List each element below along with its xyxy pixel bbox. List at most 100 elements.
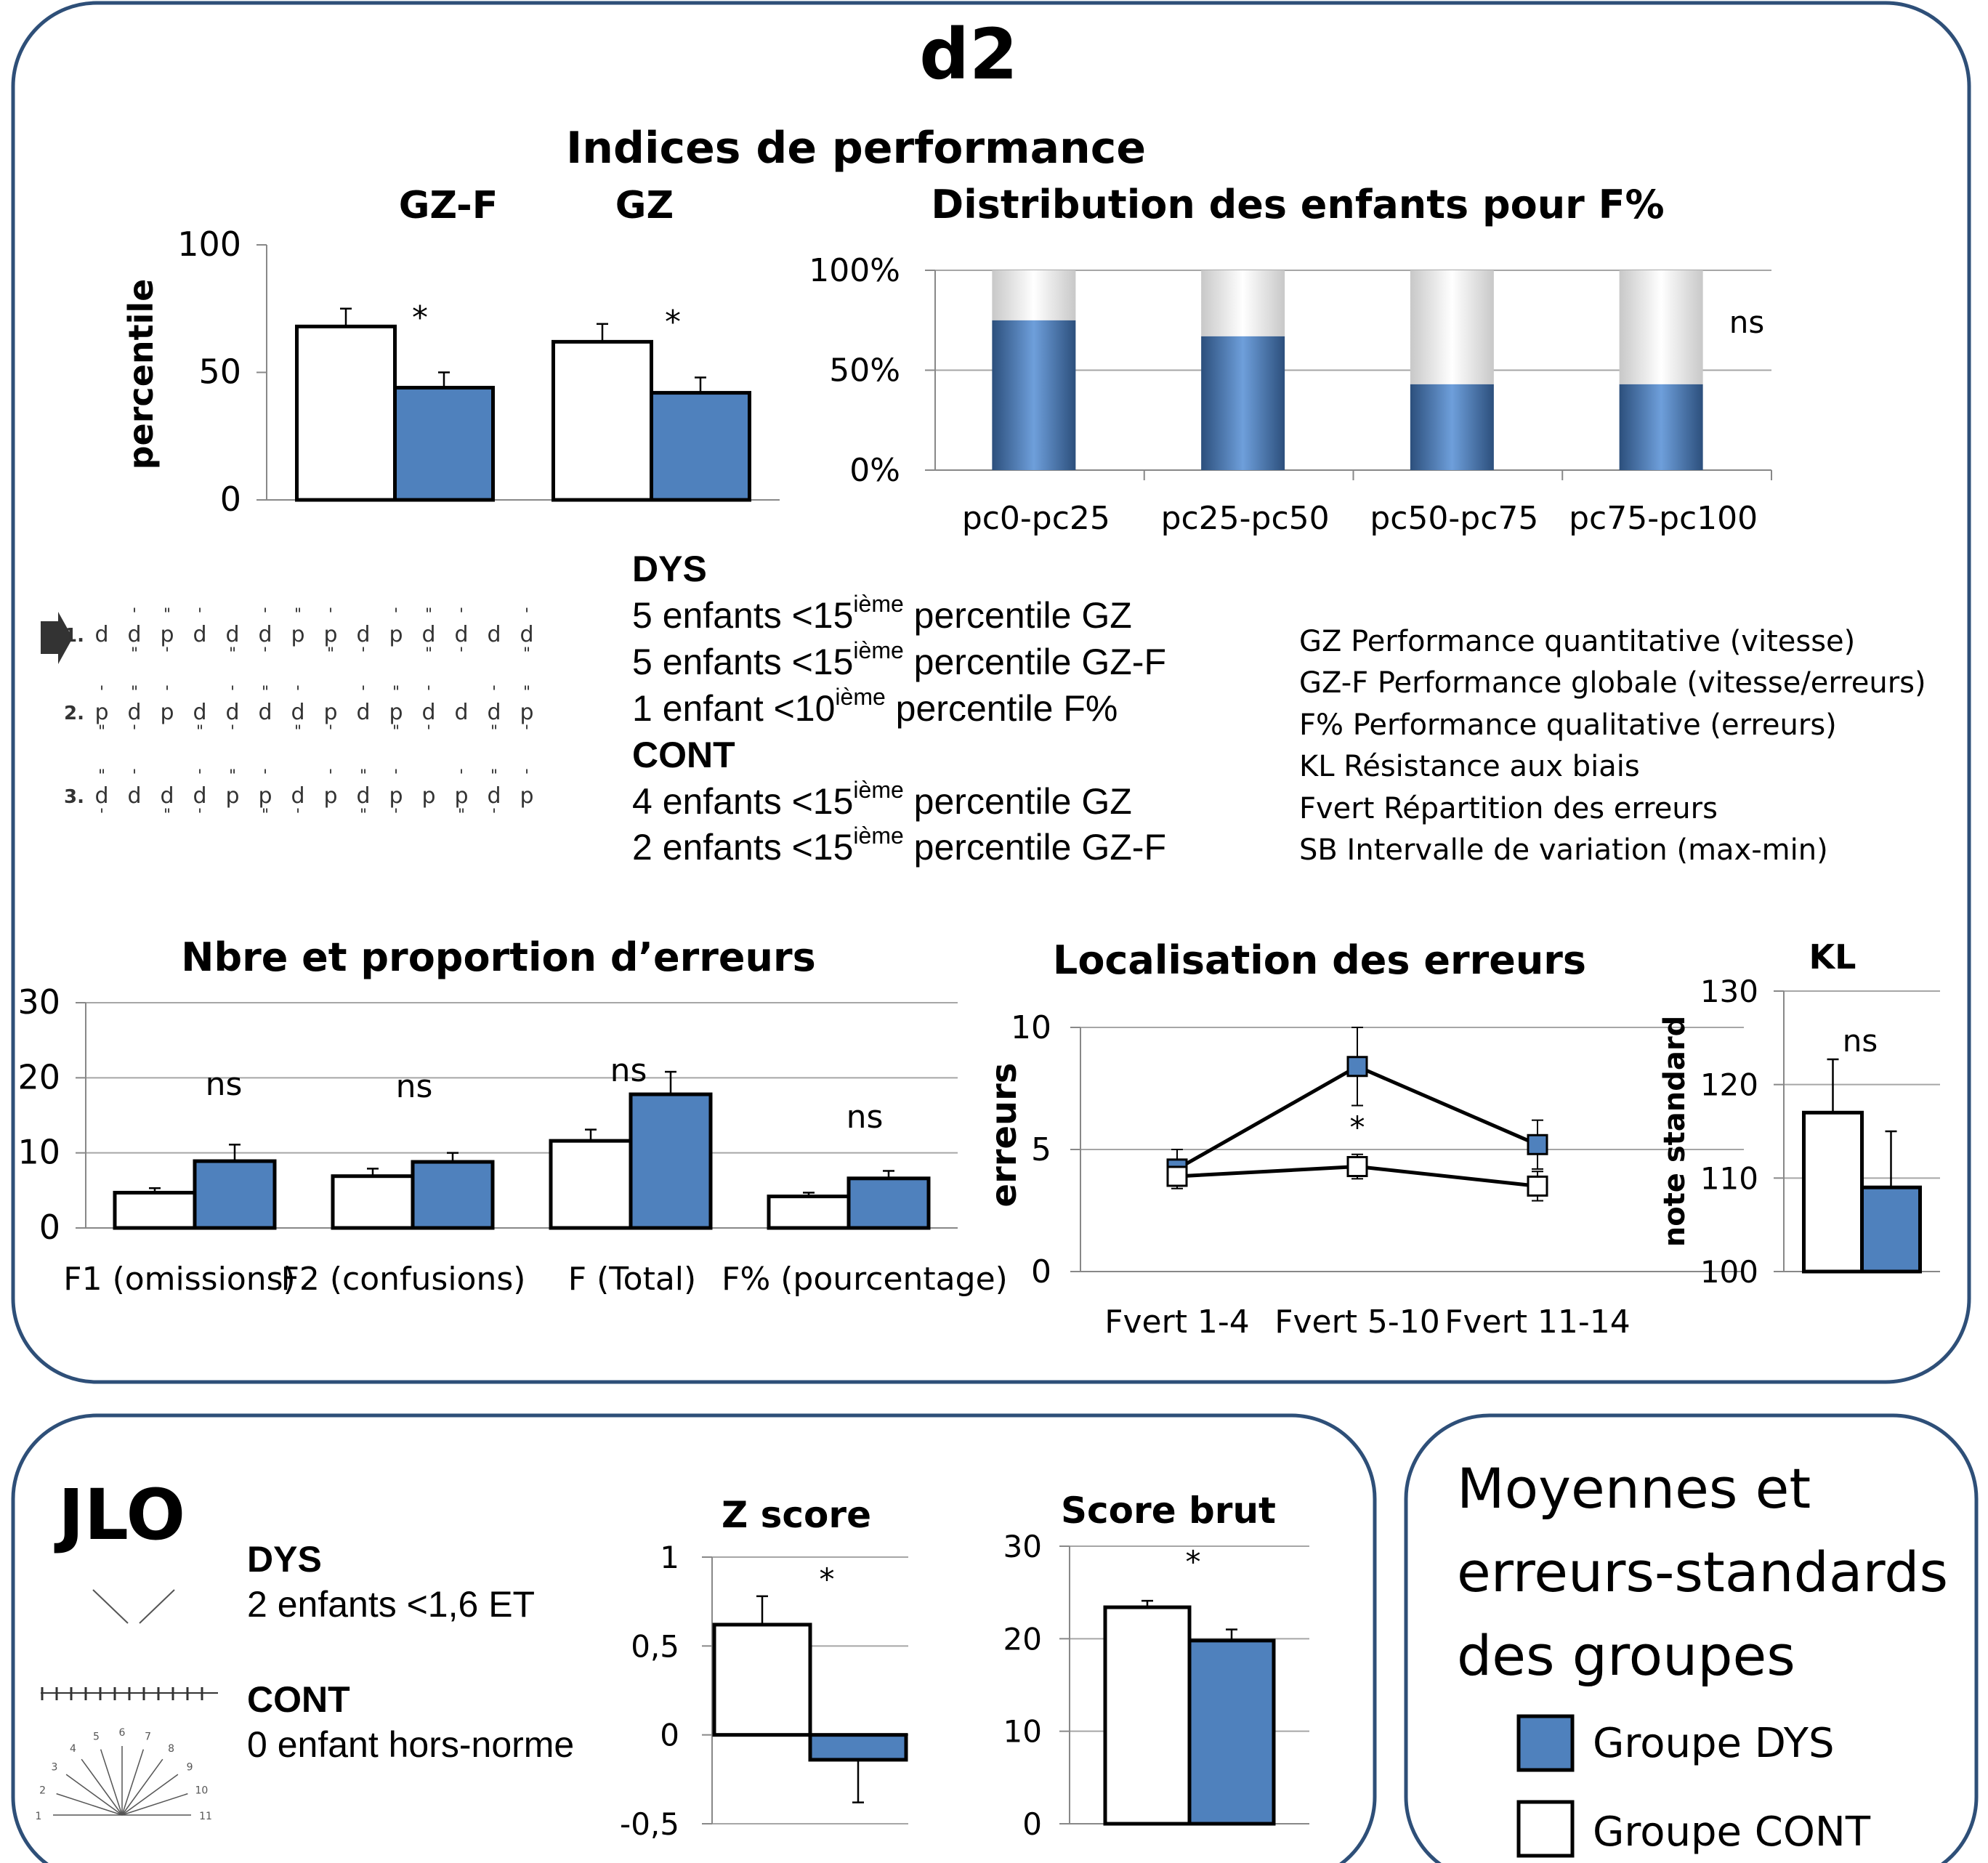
jlo-ray-label: 9 (187, 1761, 193, 1773)
y-tick-label: 10 (17, 1133, 60, 1172)
y-tick-label: 0 (220, 480, 241, 519)
definition-item: F% Performance qualitative (erreurs) (1299, 708, 1837, 742)
letter: p (389, 622, 403, 647)
tick-marks: " (392, 684, 400, 702)
definitions-list: GZ Performance quantitative (vitesse) GZ… (1299, 625, 1926, 867)
tick-marks: ' (427, 684, 431, 702)
letter: d (225, 622, 239, 647)
tick-marks: ' (263, 606, 267, 624)
letter: p (323, 700, 337, 725)
jlo-ray-label: 1 (36, 1811, 42, 1822)
jlo-title: JLO (54, 1474, 185, 1556)
stats-line-sup: ième (835, 684, 885, 710)
tick-marks: ' (165, 645, 169, 663)
jlo-ray-label: 2 (39, 1785, 46, 1796)
tick-marks: " (523, 684, 530, 702)
y-tick-label: 100 (177, 225, 241, 264)
tick-marks: " (360, 807, 367, 825)
y-tick-label: 100 (1700, 1254, 1758, 1290)
bar-dys (992, 320, 1076, 470)
row-number: 1. (64, 625, 84, 647)
stats-line-post: percentile F% (886, 688, 1118, 729)
letter: d (291, 783, 304, 809)
tick-marks: ' (525, 723, 529, 741)
legend-box: Moyennes et erreurs-standards des groupe… (1457, 1456, 1948, 1858)
x-category-label: F% (pourcentage) (722, 1261, 1008, 1298)
tick-marks: " (262, 684, 269, 702)
jlo-ray (121, 1758, 163, 1816)
stats-line-post: percentile GZ-F (904, 642, 1166, 682)
legend-label-dys: Groupe DYS (1593, 1720, 1835, 1767)
jlo-line (139, 1589, 175, 1624)
stats-line-pre: 2 enfants <15 (632, 827, 853, 868)
x-category-label: pc0-pc25 (962, 500, 1110, 537)
stats-cont-line: 2 enfants <15ième percentile GZ-F (632, 823, 1166, 868)
y-tick-label: 30 (1003, 1529, 1042, 1564)
tick-marks: " (229, 767, 236, 785)
tick-marks: " (490, 723, 498, 741)
bar-cont (1103, 1605, 1192, 1826)
tick-marks: " (490, 767, 498, 785)
tick-marks: " (163, 807, 171, 825)
localisation-chart: Localisation des erreurs 0 5 10 Fvert 1-4 Fve… (984, 937, 1744, 1341)
jlo-line-orientation-illustration: 1 2 34 5 6 7 8 9 10 11 (36, 1589, 218, 1822)
letter: p (520, 700, 533, 725)
tick-marks: " (229, 645, 236, 663)
bar-dys (1860, 1185, 1922, 1274)
legend-title-line: des groupes (1457, 1623, 1795, 1688)
stats-text: DYS 5 enfants <15 ième percentile GZ 5 en… (632, 549, 1166, 868)
bar-dys (1619, 384, 1703, 470)
letter: d (421, 622, 435, 647)
y-tick-label: 50% (829, 352, 900, 389)
data-point-cont (1527, 1175, 1548, 1197)
letter: p (323, 783, 337, 809)
stats-dys-line: 1 enfant <10ième percentile F% (632, 684, 1118, 729)
bar-cont (113, 1190, 197, 1230)
jlo-ray-label: 4 (70, 1743, 76, 1755)
letter: d (94, 783, 108, 809)
letter: d (193, 700, 206, 725)
definition-item: GZ Performance quantitative (vitesse) (1299, 625, 1855, 658)
stats-line-post: percentile GZ-F (904, 827, 1166, 868)
stats-dys-line: 5 enfants <15ième percentile GZ-F (632, 637, 1166, 682)
tick-marks: ' (296, 807, 300, 825)
stats-dys-heading: DYS (632, 549, 707, 589)
letter: d (225, 700, 239, 725)
tick-marks: ' (394, 767, 398, 785)
y-tick-label: 0% (849, 452, 900, 489)
zscore-chart: Z score -0,5 0 0,5 1 * (620, 1494, 908, 1842)
tick-marks: " (425, 645, 432, 663)
letter: d (356, 622, 370, 647)
x-category-label: F2 (confusions) (281, 1261, 526, 1298)
significance-label: ns (1843, 1023, 1878, 1059)
page-title: d2 (919, 14, 1018, 95)
stats-line-post: percentile GZ (904, 781, 1132, 822)
x-category-label: pc25-pc50 (1161, 500, 1330, 537)
stats-line-pre: 5 enfants <15 (632, 595, 853, 636)
significance-label: * (820, 1561, 835, 1597)
stats-line-sup: ième (853, 823, 903, 849)
letter: p (225, 783, 239, 809)
tick-marks: ' (100, 807, 104, 825)
letter: d (291, 700, 304, 725)
tick-marks: ' (198, 606, 202, 624)
tick-marks: ' (459, 606, 464, 624)
chart-title: Z score (722, 1494, 871, 1536)
erreurs-chart: Nbre et proportion d’erreurs 0 10 20 30 ns F1 … (17, 934, 1007, 1298)
tick-marks: ' (361, 645, 365, 663)
stats-line-pre: 4 enfants <15 (632, 781, 853, 822)
tick-marks: " (98, 723, 105, 741)
jlo-ray (100, 1749, 123, 1816)
letter: d (454, 622, 468, 647)
jlo-stats: DYS 2 enfants <1,6 ET CONT 0 enfant hors… (247, 1539, 574, 1765)
y-axis-label: erreurs (984, 1063, 1025, 1208)
letter: d (193, 783, 206, 809)
y-tick-label: 10 (1003, 1714, 1042, 1750)
bar-cont (1619, 270, 1703, 384)
bar-dys (411, 1160, 495, 1230)
letter: d (487, 622, 501, 647)
bar-cont (1410, 270, 1494, 384)
definition-item: SB Intervalle de variation (max-min) (1299, 833, 1828, 867)
significance-label: ns (610, 1052, 647, 1089)
